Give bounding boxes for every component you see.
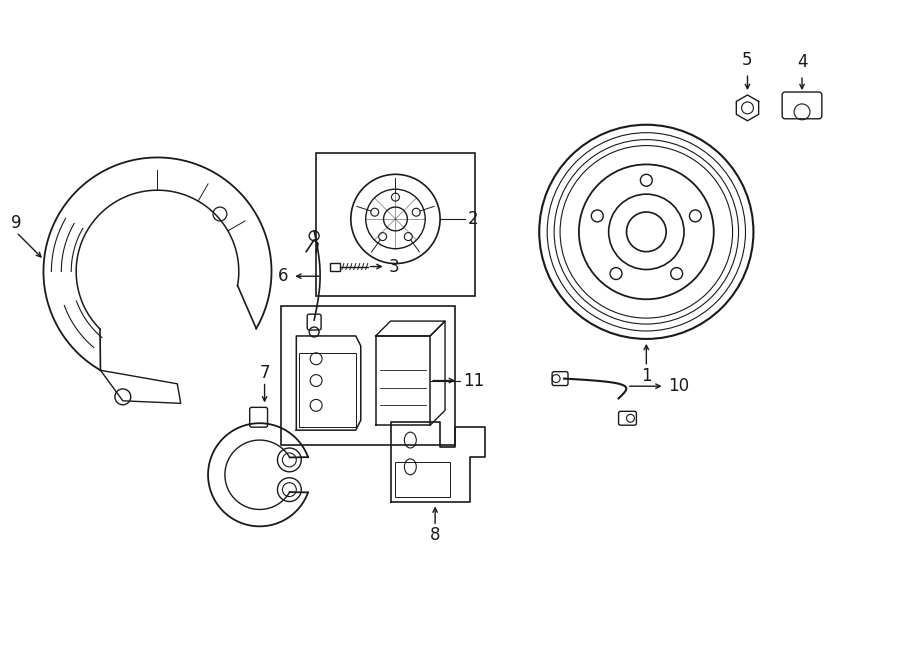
Text: 8: 8 (430, 526, 440, 545)
Bar (395, 462, 450, 496)
Bar (316, 153, 475, 296)
Text: 10: 10 (669, 377, 689, 395)
Bar (330, 262, 340, 270)
Text: 9: 9 (11, 214, 22, 232)
Text: 1: 1 (641, 367, 652, 385)
Bar (282, 306, 455, 445)
Bar (300, 353, 356, 427)
Text: 3: 3 (389, 258, 399, 276)
Text: 4: 4 (796, 53, 807, 71)
Text: 6: 6 (278, 267, 288, 286)
Text: 11: 11 (463, 371, 484, 389)
Text: 2: 2 (468, 210, 479, 228)
Text: 5: 5 (742, 51, 752, 69)
Text: 7: 7 (259, 364, 270, 381)
